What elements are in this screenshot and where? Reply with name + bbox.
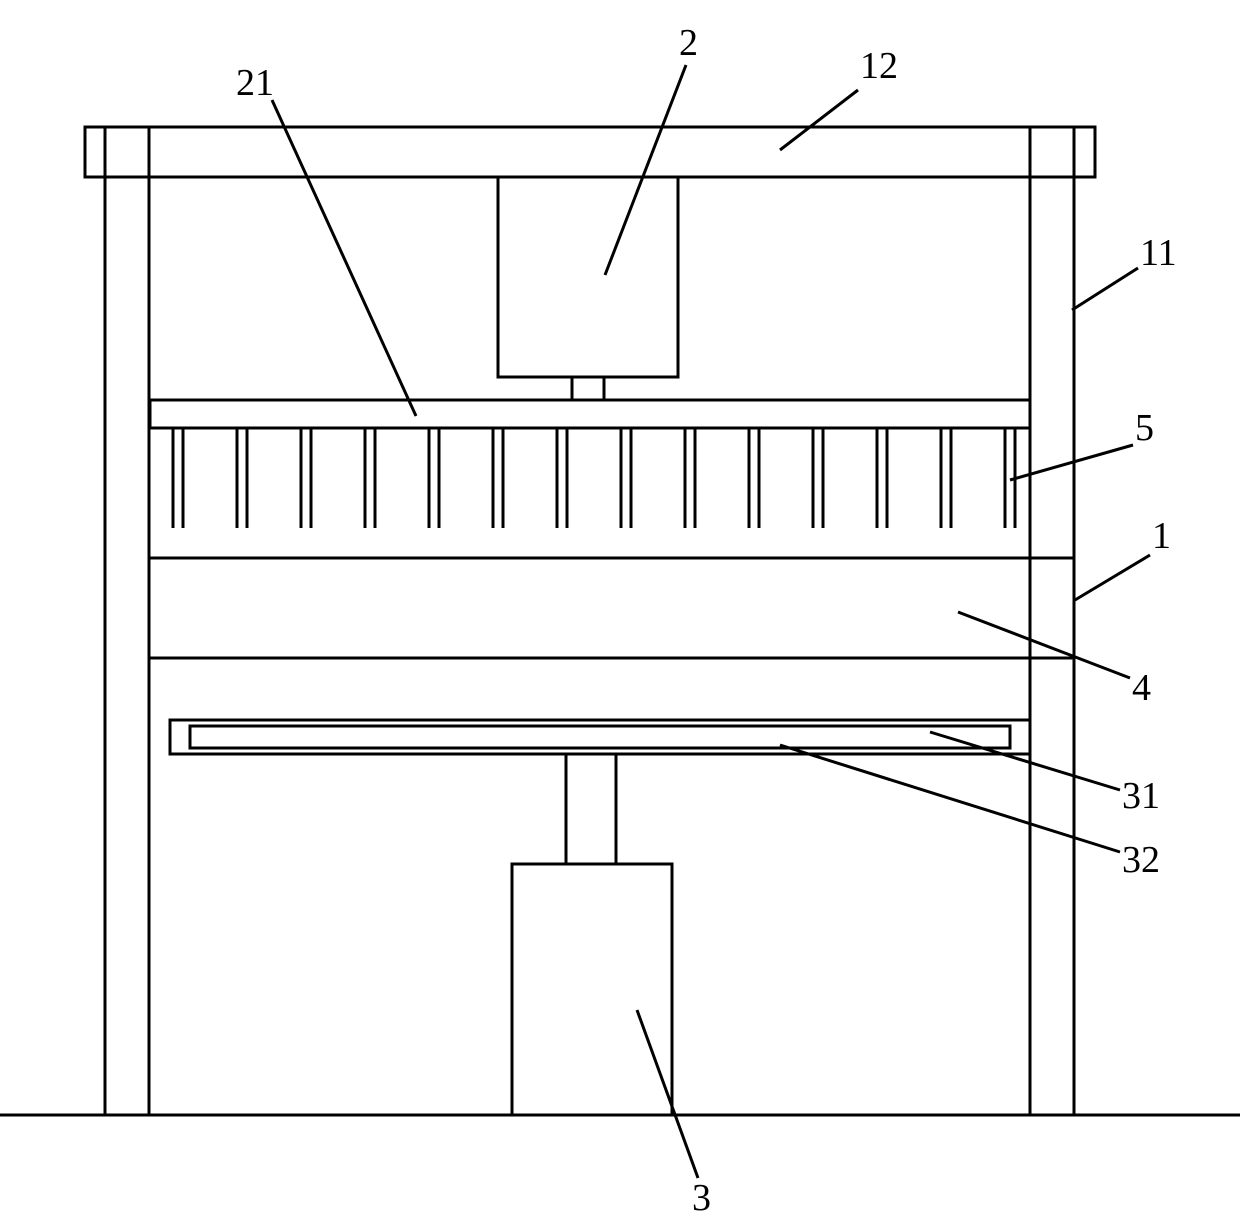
leader-32 xyxy=(780,745,1120,852)
label-12: 12 xyxy=(860,45,898,87)
label-5: 5 xyxy=(1135,407,1154,449)
lower-plate-inner xyxy=(190,726,1010,748)
leader-5 xyxy=(1010,445,1133,480)
label-3: 3 xyxy=(692,1177,711,1219)
label-2: 2 xyxy=(679,22,698,64)
label-1: 1 xyxy=(1152,515,1171,557)
frame-right-post xyxy=(1030,127,1074,1115)
leader-3 xyxy=(637,1010,698,1178)
leader-31 xyxy=(930,732,1120,790)
upper-cylinder-body xyxy=(498,177,678,377)
upper-cylinder-piston xyxy=(572,377,604,400)
leader-21 xyxy=(272,100,416,416)
leader-2 xyxy=(605,65,686,275)
leader-12 xyxy=(780,90,858,150)
upper-plate xyxy=(150,400,1030,428)
leader-4 xyxy=(958,612,1130,678)
label-11: 11 xyxy=(1140,232,1177,274)
label-21: 21 xyxy=(236,62,274,104)
lower-cylinder-body xyxy=(512,864,672,1115)
leader-1 xyxy=(1075,555,1150,600)
label-31: 31 xyxy=(1122,775,1160,817)
leader-11 xyxy=(1072,268,1138,310)
label-32: 32 xyxy=(1122,839,1160,881)
label-4: 4 xyxy=(1132,667,1151,709)
frame-top-beam xyxy=(85,127,1095,177)
frame-left-post xyxy=(105,127,149,1115)
lower-cylinder-piston xyxy=(566,754,616,864)
